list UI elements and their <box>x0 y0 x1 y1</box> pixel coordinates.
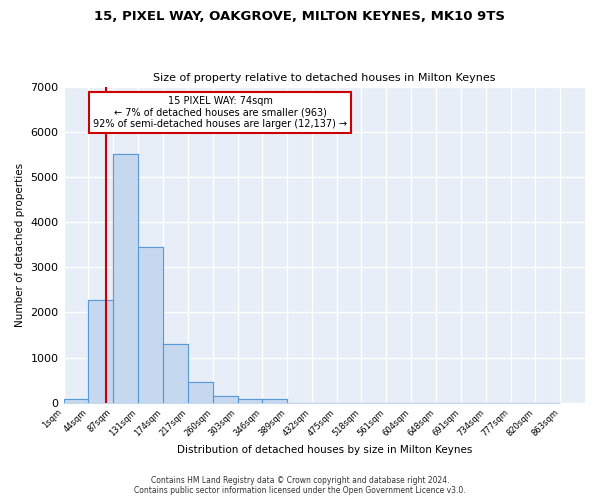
Text: 15 PIXEL WAY: 74sqm
← 7% of detached houses are smaller (963)
92% of semi-detach: 15 PIXEL WAY: 74sqm ← 7% of detached hou… <box>93 96 347 129</box>
Title: Size of property relative to detached houses in Milton Keynes: Size of property relative to detached ho… <box>153 73 496 83</box>
Y-axis label: Number of detached properties: Number of detached properties <box>15 162 25 326</box>
Text: 15, PIXEL WAY, OAKGROVE, MILTON KEYNES, MK10 9TS: 15, PIXEL WAY, OAKGROVE, MILTON KEYNES, … <box>95 10 505 23</box>
Text: Contains HM Land Registry data © Crown copyright and database right 2024.
Contai: Contains HM Land Registry data © Crown c… <box>134 476 466 495</box>
X-axis label: Distribution of detached houses by size in Milton Keynes: Distribution of detached houses by size … <box>176 445 472 455</box>
